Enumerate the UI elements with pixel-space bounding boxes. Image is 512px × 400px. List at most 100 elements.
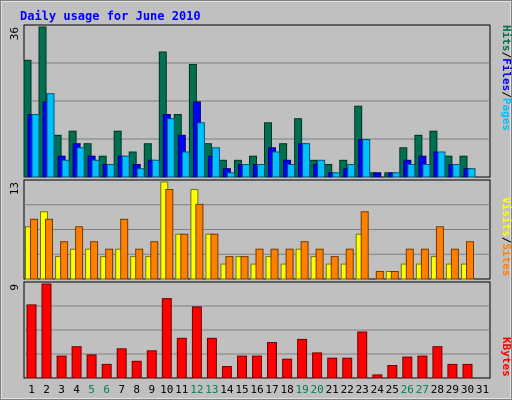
y-max-label: 13 [8, 182, 21, 195]
legend-hits: Hits [500, 25, 512, 52]
bar-sites-day-1 [30, 218, 38, 280]
bar-kbytes-day-9 [146, 350, 157, 379]
panel-hits-files-pages: 36 [8, 24, 491, 178]
x-tick-label: 11 [175, 383, 188, 396]
legend-label: KBytes [500, 337, 512, 377]
bar-kbytes-day-16 [252, 355, 262, 379]
bar-kbytes-day-20 [312, 352, 323, 379]
bar-pages-day-8 [136, 168, 145, 178]
bar-pages-day-11 [181, 151, 190, 178]
bar-pages-day-20 [317, 159, 326, 178]
panel-visits-sites: 13 [8, 179, 491, 280]
legend-separator: / [500, 52, 512, 59]
x-tick-label: 13 [205, 383, 218, 396]
bar-sites-day-16 [255, 248, 264, 280]
bar-pages-day-26 [407, 164, 416, 178]
x-tick-label: 17 [265, 383, 278, 396]
bar-sites-day-28 [435, 226, 444, 280]
x-tick-label: 31 [476, 383, 489, 396]
bar-sites-day-4 [75, 226, 84, 280]
x-tick-label: 19 [295, 383, 308, 396]
x-tick-label: 18 [280, 383, 293, 396]
bar-pages-day-28 [437, 151, 446, 178]
legend-visits: Visits [500, 197, 512, 237]
bar-pages-day-29 [452, 164, 461, 178]
legend-pages: Pages [500, 98, 512, 131]
x-tick-label: 29 [446, 383, 459, 396]
bar-pages-day-2 [46, 93, 55, 178]
y-max-label: 9 [8, 284, 21, 291]
legend-separator: / [500, 237, 512, 244]
bar-sites-day-14 [225, 256, 234, 280]
bar-pages-day-16 [257, 164, 265, 178]
chart-panels: 36 13 9 [8, 24, 491, 379]
x-tick-label: 28 [431, 383, 444, 396]
bar-pages-day-21 [332, 172, 341, 178]
bar-kbytes-day-23 [357, 331, 368, 379]
legend-kbytes: KBytes [500, 337, 512, 377]
bar-kbytes-day-3 [56, 355, 67, 379]
legend-sites: Sites [500, 243, 512, 276]
bar-sites-day-19 [300, 241, 309, 280]
legend-label: Visits/Sites [500, 197, 512, 277]
bar-kbytes-day-11 [176, 337, 187, 379]
y-max-label: 36 [8, 27, 21, 40]
x-tick-label: 20 [310, 383, 323, 396]
legend-label: Hits/Files/Pages [500, 25, 512, 131]
bar-pages-day-12 [196, 122, 205, 178]
bar-kbytes-day-2 [41, 283, 52, 379]
bar-kbytes-day-15 [237, 355, 247, 379]
bar-kbytes-day-5 [86, 354, 97, 379]
bar-pages-day-23 [362, 139, 371, 178]
bar-pages-day-18 [287, 164, 296, 178]
x-tick-label: 16 [250, 383, 263, 396]
bar-sites-day-27 [420, 248, 429, 280]
bar-sites-day-22 [345, 248, 354, 280]
x-tick-label: 24 [371, 383, 385, 396]
bar-kbytes-day-30 [462, 363, 473, 379]
bar-kbytes-day-18 [282, 358, 293, 379]
x-tick-label: 30 [461, 383, 474, 396]
bar-kbytes-day-21 [327, 357, 338, 379]
bar-sites-day-6 [105, 248, 114, 280]
legend-files: Files [500, 58, 512, 91]
x-tick-label: 21 [326, 383, 339, 396]
bar-sites-day-2 [45, 218, 53, 280]
bar-pages-day-19 [302, 143, 311, 178]
bar-kbytes-day-29 [447, 363, 458, 379]
bar-pages-day-6 [106, 164, 115, 178]
bar-sites-day-7 [120, 218, 129, 280]
bar-kbytes-day-6 [101, 363, 112, 379]
bar-kbytes-day-25 [387, 365, 398, 379]
x-tick-label: 1 [28, 383, 35, 396]
panel-kbytes: 9 [8, 281, 491, 379]
bar-kbytes-day-24 [372, 374, 383, 379]
x-tick-label: 22 [341, 383, 354, 396]
bar-sites-day-26 [405, 248, 414, 280]
x-tick-label: 4 [73, 383, 80, 396]
bar-kbytes-day-4 [71, 346, 82, 379]
bar-kbytes-day-17 [267, 342, 277, 379]
bar-sites-day-15 [240, 256, 249, 280]
x-tick-label: 14 [220, 383, 234, 396]
bar-kbytes-day-22 [342, 357, 353, 379]
x-tick-label: 15 [235, 383, 248, 396]
x-tick-label: 2 [43, 383, 50, 396]
bar-sites-day-24 [375, 271, 384, 280]
bar-pages-day-4 [76, 147, 85, 178]
x-tick-label: 7 [118, 383, 125, 396]
x-tick-label: 27 [416, 383, 429, 396]
bar-sites-day-25 [390, 271, 399, 280]
bar-pages-day-15 [242, 164, 250, 178]
bar-sites-day-12 [195, 203, 204, 280]
x-tick-label: 5 [88, 383, 95, 396]
bar-pages-day-9 [151, 159, 160, 178]
bar-kbytes-day-14 [221, 366, 232, 379]
bar-pages-day-1 [31, 114, 40, 178]
bar-kbytes-day-7 [116, 348, 127, 379]
bar-kbytes-day-12 [191, 306, 202, 379]
bar-sites-day-9 [150, 241, 159, 280]
bar-pages-day-17 [272, 151, 280, 178]
